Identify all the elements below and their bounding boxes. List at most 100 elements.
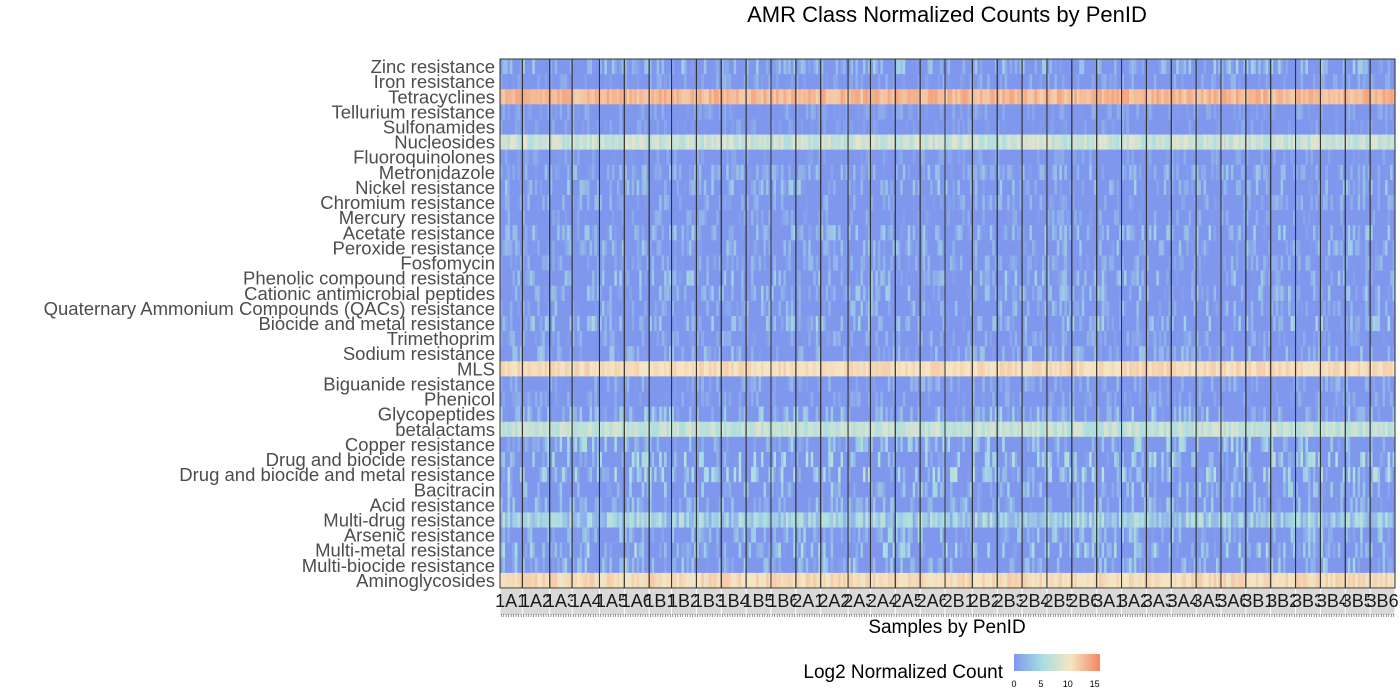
heatmap-cell	[773, 74, 777, 90]
heatmap-cell	[552, 225, 556, 241]
heatmap-cell	[957, 119, 961, 136]
heatmap-cell	[519, 255, 523, 272]
heatmap-cell	[1206, 179, 1210, 196]
heatmap-cell	[937, 149, 941, 166]
heatmap-cell	[1146, 195, 1150, 211]
heatmap-cell	[1240, 74, 1244, 90]
heatmap-cell	[591, 195, 596, 211]
heatmap-cell	[542, 74, 546, 90]
heatmap-cell	[1280, 195, 1284, 211]
heatmap-cell	[1153, 240, 1157, 257]
heatmap-cell	[746, 164, 750, 181]
heatmap-cell	[706, 240, 710, 257]
heatmap-cell	[977, 255, 981, 272]
heatmap-cell	[1280, 59, 1284, 75]
heatmap-cell	[1104, 179, 1108, 196]
heatmap-cell	[599, 134, 603, 151]
heatmap-cell	[698, 210, 702, 226]
heatmap-cell	[1235, 134, 1239, 151]
heatmap-cell	[1390, 104, 1394, 121]
heatmap-cell	[1357, 164, 1361, 181]
heatmap-cell	[1206, 210, 1210, 226]
heatmap-cell	[1051, 164, 1056, 181]
heatmap-cell	[564, 89, 568, 105]
heatmap-cell	[746, 240, 750, 257]
heatmap-cell	[1089, 59, 1093, 75]
heatmap-cell	[1295, 164, 1299, 181]
heatmap-cell	[711, 104, 715, 121]
heatmap-cell	[733, 104, 737, 121]
heatmap-cell	[920, 255, 924, 272]
heatmap-cell	[823, 255, 827, 272]
heatmap-cell	[1330, 134, 1334, 151]
heatmap-cell	[532, 164, 536, 181]
heatmap-cell	[798, 119, 802, 136]
heatmap-cell	[654, 255, 658, 272]
heatmap-cell	[920, 89, 924, 105]
heatmap-cell	[972, 134, 976, 151]
heatmap-cell	[1086, 119, 1090, 136]
heatmap-cell	[756, 225, 760, 241]
heatmap-cell	[599, 89, 603, 105]
heatmap-cell	[1009, 210, 1013, 226]
heatmap-cell	[1138, 179, 1143, 196]
heatmap-cell	[952, 210, 956, 226]
heatmap-cell	[1253, 225, 1257, 241]
heatmap-cell	[1392, 164, 1396, 181]
heatmap-cell	[992, 164, 996, 181]
heatmap-cell	[1141, 104, 1145, 121]
heatmap-cell	[887, 195, 891, 211]
heatmap-cell	[1220, 59, 1225, 75]
heatmap-cell	[1066, 134, 1070, 151]
heatmap-cell	[1315, 119, 1319, 136]
heatmap-cell	[559, 179, 563, 196]
heatmap-cell	[534, 210, 538, 226]
heatmap-cell	[1188, 225, 1192, 241]
heatmap-cell	[1325, 134, 1329, 151]
heatmap-cell	[1317, 225, 1322, 241]
heatmap-cell	[912, 225, 916, 241]
heatmap-cell	[945, 210, 949, 226]
heatmap-cell	[1171, 210, 1175, 226]
heatmap-cell	[1198, 240, 1202, 257]
heatmap-cell	[1029, 240, 1033, 257]
heatmap-cell	[1034, 74, 1038, 90]
heatmap-cell	[932, 179, 936, 196]
heatmap-cell	[686, 255, 690, 272]
heatmap-cell	[641, 74, 645, 90]
heatmap-cell	[1084, 225, 1088, 241]
heatmap-cell	[1357, 210, 1361, 226]
heatmap-cell	[1377, 225, 1381, 241]
heatmap-cell	[925, 240, 929, 257]
heatmap-cell	[1325, 89, 1329, 105]
heatmap-cell	[1260, 104, 1264, 121]
heatmap-cell	[611, 225, 615, 241]
heatmap-cell	[641, 179, 645, 196]
heatmap-cell	[1014, 149, 1018, 166]
heatmap-cell	[1004, 195, 1008, 211]
heatmap-cell	[1056, 255, 1060, 272]
heatmap-cell	[932, 255, 936, 272]
heatmap-cell	[606, 89, 610, 105]
heatmap-cell	[892, 225, 896, 241]
heatmap-cell	[721, 104, 725, 121]
heatmap-cell	[1171, 119, 1175, 136]
heatmap-cell	[1325, 210, 1329, 226]
heatmap-cell	[1290, 134, 1294, 151]
heatmap-cell	[708, 149, 712, 166]
heatmap-cell	[1069, 119, 1073, 136]
heatmap-cell	[912, 89, 916, 105]
heatmap-cell	[619, 119, 623, 136]
heatmap-cell	[954, 74, 959, 90]
heatmap-cell	[614, 134, 618, 151]
heatmap-cell	[1322, 119, 1326, 136]
heatmap-cell	[1293, 119, 1297, 136]
heatmap-cell	[1342, 134, 1346, 151]
heatmap-cell	[964, 104, 968, 121]
heatmap-cell	[768, 134, 772, 151]
heatmap-cell	[1119, 74, 1123, 90]
heatmap-cell	[823, 149, 827, 166]
heatmap-cell	[890, 89, 894, 105]
heatmap-cell	[1109, 104, 1113, 121]
heatmap-cell	[917, 134, 921, 151]
